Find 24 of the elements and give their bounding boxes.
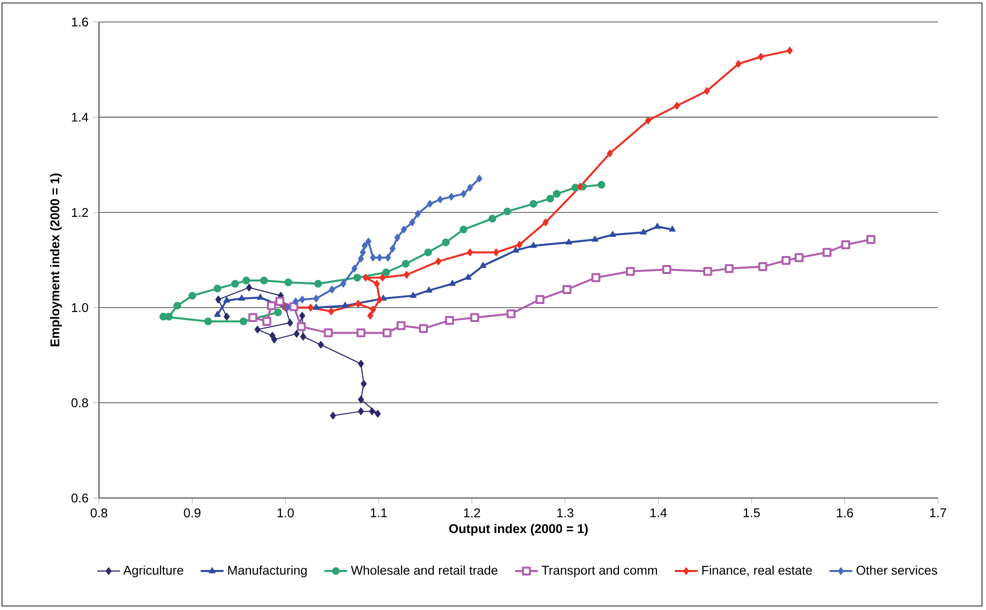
- y-tick-label: 0.8: [72, 398, 88, 408]
- x-tick-label: 0.9: [184, 508, 200, 518]
- legend-label: Wholesale and retail trade: [350, 565, 498, 575]
- legend-label: Manufacturing: [228, 565, 307, 578]
- y-tick-label: 0.6: [72, 494, 88, 502]
- x-tick-label: 1.7: [930, 508, 946, 518]
- y-tick-label: 1.2: [72, 208, 88, 217]
- y-tick-label: 1.0: [72, 303, 88, 312]
- y-tick-label: 1.6: [72, 18, 88, 26]
- x-axis-title: Output index (2000 = 1): [449, 524, 588, 536]
- x-tick-label: 1.6: [836, 508, 854, 518]
- legend-label: Other services: [856, 565, 938, 575]
- legend-label: Agriculture: [123, 565, 184, 578]
- x-tick-label: 1.1: [370, 508, 387, 518]
- legend-label: Transport and comm: [542, 565, 657, 578]
- y-axis-title: Employment index (2000 = 1): [50, 174, 62, 346]
- x-tick-label: 0.8: [90, 508, 108, 518]
- x-tick-label: 1.3: [557, 508, 574, 518]
- x-tick-label: 1.2: [464, 508, 480, 518]
- y-tick-label: 1.4: [72, 112, 88, 122]
- x-tick-label: 1.0: [278, 508, 294, 518]
- legend-label: Finance, real estate: [702, 565, 812, 576]
- x-tick-label: 1.4: [650, 508, 667, 518]
- x-tick-label: 1.5: [744, 508, 760, 518]
